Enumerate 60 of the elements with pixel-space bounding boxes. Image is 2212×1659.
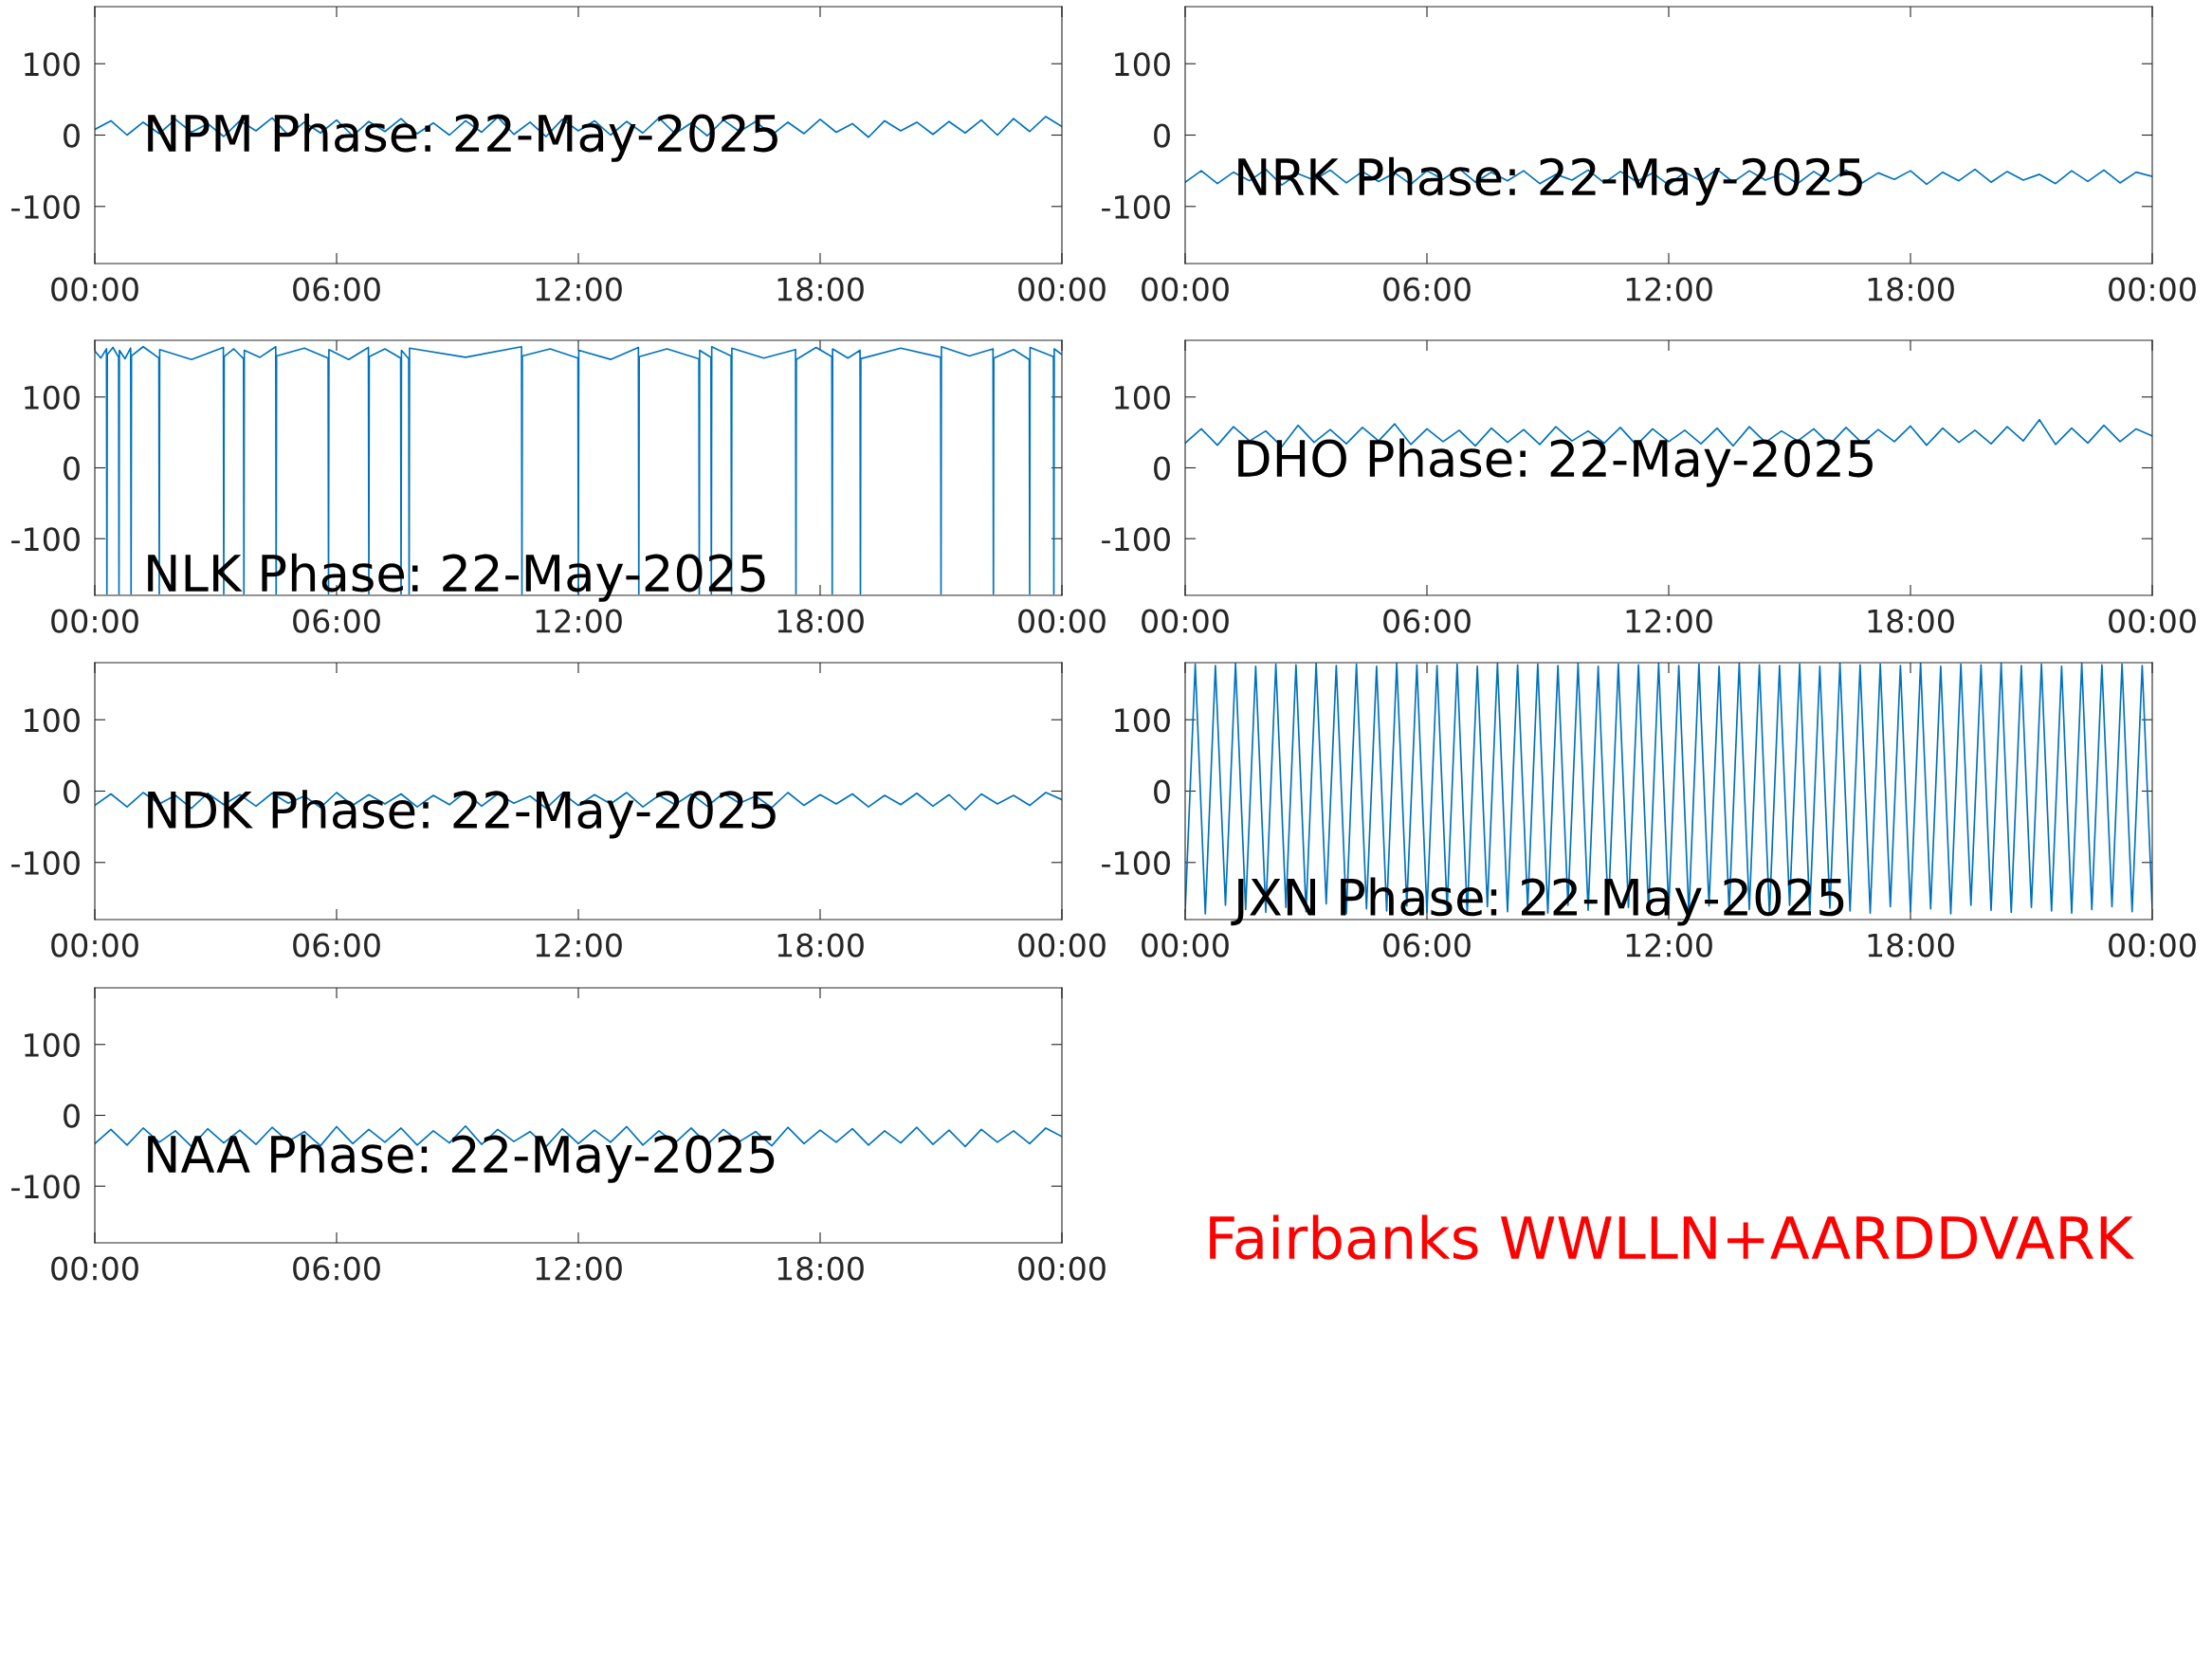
x-tick-label: 06:00 xyxy=(1383,609,1471,633)
x-tick-label: 18:00 xyxy=(777,933,864,957)
text: NDK Phase: 22-May-2025 xyxy=(148,790,776,839)
x-tick-label: 18:00 xyxy=(1868,277,1954,301)
x-tick-label: 00:00 xyxy=(51,609,138,633)
x-tick-label: 18:00 xyxy=(777,277,864,301)
x-tick-label: 00:00 xyxy=(1142,609,1229,633)
y-tick-label: 100 xyxy=(1115,385,1170,410)
x-tick-label: 12:00 xyxy=(1626,609,1712,633)
x-tick-label: 00:00 xyxy=(1018,277,1106,301)
x-tick-label: 06:00 xyxy=(293,1256,380,1281)
x-tick-label: 06:00 xyxy=(1383,277,1471,301)
y-tick-label: 0 xyxy=(64,456,80,481)
x-tick-label: 00:00 xyxy=(2109,933,2196,957)
x-tick-label: 00:00 xyxy=(1142,933,1229,957)
text: Fairbanks WWLLN+AARDDVARK xyxy=(1210,1214,2135,1260)
y-tick-label: 0 xyxy=(1154,779,1170,804)
y-tick-label: 0 xyxy=(64,779,80,804)
x-tick-label: 06:00 xyxy=(293,277,380,301)
x-tick-label: 00:00 xyxy=(51,277,138,301)
x-tick-label: 00:00 xyxy=(1018,1256,1106,1281)
y-tick-label: 100 xyxy=(25,385,80,410)
text: DHO Phase: 22-May-2025 xyxy=(1238,438,1873,487)
y-tick-label: -100 xyxy=(11,1175,80,1199)
x-tick-label: 06:00 xyxy=(293,933,380,957)
x-tick-label: 12:00 xyxy=(1626,933,1712,957)
x-tick-label: 06:00 xyxy=(1383,933,1471,957)
x-tick-label: 00:00 xyxy=(1018,609,1106,633)
x-tick-label: 12:00 xyxy=(1626,277,1712,301)
y-tick-label: -100 xyxy=(11,527,80,552)
x-tick-label: 12:00 xyxy=(536,1256,622,1281)
x-tick-label: 18:00 xyxy=(777,1256,864,1281)
x-tick-label: 18:00 xyxy=(1868,609,1954,633)
y-tick-label: -100 xyxy=(1102,194,1170,219)
x-tick-label: 00:00 xyxy=(2109,609,2196,633)
x-tick-label: 00:00 xyxy=(1142,277,1229,301)
y-tick-label: 0 xyxy=(1154,456,1170,481)
y-tick-label: 100 xyxy=(1115,52,1170,77)
y-tick-label: -100 xyxy=(1102,527,1170,552)
x-tick-label: 12:00 xyxy=(536,277,622,301)
y-tick-label: 100 xyxy=(25,1032,80,1057)
x-tick-label: 18:00 xyxy=(1868,933,1954,957)
y-tick-label: 100 xyxy=(25,52,80,77)
x-tick-label: 00:00 xyxy=(51,1256,138,1281)
y-tick-label: 0 xyxy=(64,123,80,148)
y-tick-label: 100 xyxy=(25,708,80,733)
y-tick-label: 100 xyxy=(1115,708,1170,733)
text: NAA Phase: 22-May-2025 xyxy=(148,1134,775,1183)
y-tick-label: -100 xyxy=(11,850,80,875)
x-tick-label: 18:00 xyxy=(777,609,864,633)
x-tick-label: 00:00 xyxy=(51,933,138,957)
y-tick-label: 0 xyxy=(64,1103,80,1128)
y-tick-label: 0 xyxy=(1154,123,1170,148)
x-tick-label: 00:00 xyxy=(1018,933,1106,957)
x-tick-label: 00:00 xyxy=(2109,277,2196,301)
x-tick-label: 06:00 xyxy=(293,609,380,633)
y-tick-label: -100 xyxy=(1102,850,1170,875)
x-tick-label: 12:00 xyxy=(536,609,622,633)
x-tick-label: 12:00 xyxy=(536,933,622,957)
y-tick-label: -100 xyxy=(11,194,80,219)
